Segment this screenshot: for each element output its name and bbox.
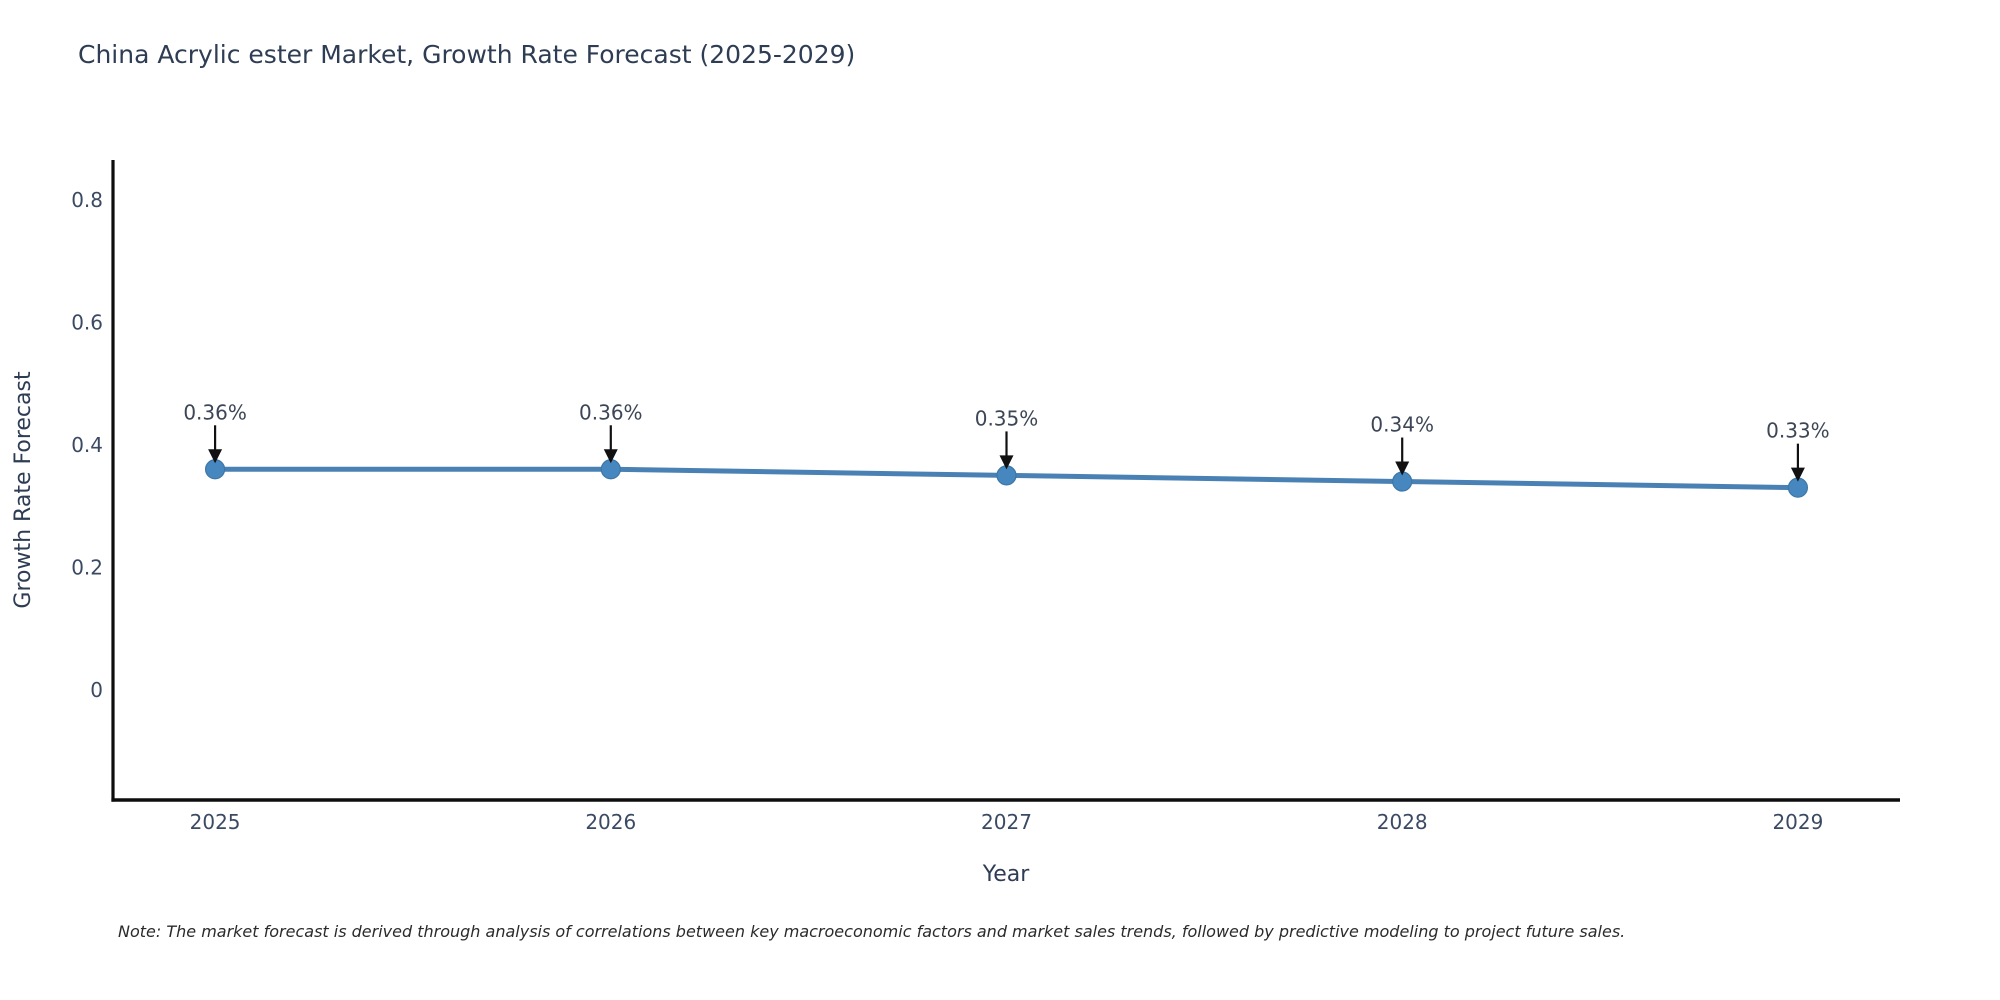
annotation-2025: 0.36% [183,400,247,464]
x-tick-label-2026: 2026 [585,810,636,834]
y-axis-tick-labels: 0 0.2 0.4 0.6 0.8 [71,188,103,702]
x-tick-label-2029: 2029 [1772,810,1823,834]
annotation-label: 0.33% [1766,419,1830,443]
x-tick-label-2025: 2025 [190,810,241,834]
annotation-arrowhead-icon [603,449,618,464]
annotation-arrowhead-icon [208,449,223,464]
y-tick-label-0.6: 0.6 [71,310,103,334]
annotation-arrowhead-icon [1395,461,1410,476]
annotation-2026: 0.36% [579,400,643,464]
y-tick-label-0.2: 0.2 [71,555,103,579]
y-tick-label-0.8: 0.8 [71,188,103,212]
annotation-2028: 0.34% [1370,413,1434,476]
footnote: Note: The market forecast is derived thr… [118,922,1625,941]
x-tick-label-2028: 2028 [1377,810,1428,834]
annotation-2027: 0.35% [975,406,1039,470]
y-tick-label-0.4: 0.4 [71,433,103,457]
forecast-line-series [204,459,1809,498]
x-axis-title: Year [982,862,1031,887]
x-tick-label-2027: 2027 [981,810,1032,834]
annotation-label: 0.35% [975,406,1039,430]
annotation-label: 0.36% [183,400,247,424]
y-axis-title: Growth Rate Forecast [11,371,36,609]
annotation-label: 0.36% [579,400,643,424]
y-tick-label-0: 0 [90,678,103,702]
annotation-arrowhead-icon [1790,467,1805,482]
annotation-arrowhead-icon [999,455,1014,470]
x-axis-tick-labels: 2025 2026 2027 2028 2029 [190,810,1824,834]
annotation-2029: 0.33% [1766,419,1830,482]
data-point-annotations: 0.36% 0.36% 0.35% 0.34% 0.33% [183,400,1830,482]
chart-title: China Acrylic ester Market, Growth Rate … [78,40,855,69]
annotation-label: 0.34% [1370,413,1434,437]
